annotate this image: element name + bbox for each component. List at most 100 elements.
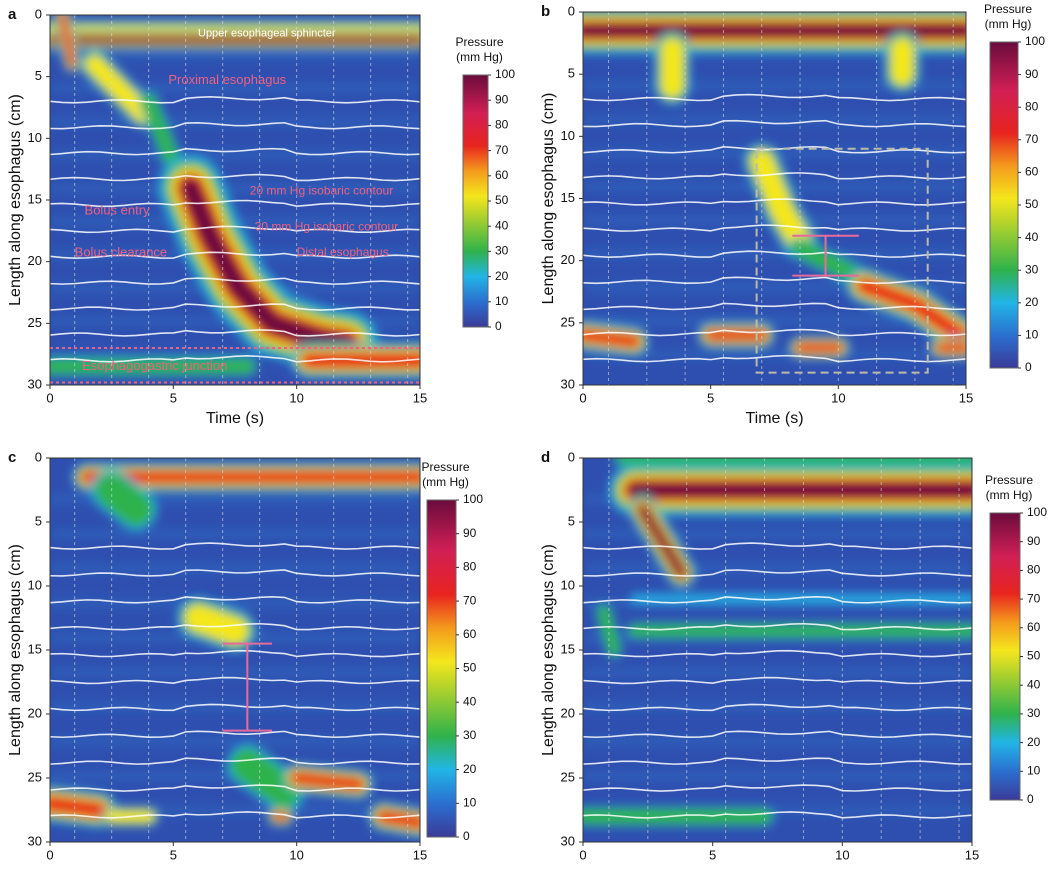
y-tick-label: 15: [561, 190, 575, 205]
colorbar-title: Pressure: [985, 473, 1033, 487]
colorbar-tick-label: 100: [1027, 505, 1047, 519]
sensor-trace: [583, 730, 972, 739]
colorbar-tick-label: 80: [1027, 563, 1041, 577]
sensor-trace: [583, 784, 972, 792]
colorbar: [989, 512, 1021, 801]
y-tick-label: 15: [561, 641, 575, 656]
colorbar-tick-label: 30: [463, 728, 477, 742]
colorbar-tick-label: 0: [463, 829, 470, 843]
colorbar: [462, 74, 489, 328]
sensor-trace: [50, 811, 420, 819]
colorbar-title: Pressure: [984, 2, 1032, 16]
colorbar-tick-label: 30: [1025, 262, 1039, 276]
colorbar-tick-label: 100: [1025, 34, 1045, 48]
colorbar-tick-label: 0: [1025, 360, 1032, 374]
colorbar-title: (mm Hg): [986, 488, 1033, 502]
heatmap-features: [50, 462, 420, 838]
y-tick-label: 25: [561, 769, 575, 784]
sensor-trace: [50, 649, 420, 658]
sensor-trace: [50, 355, 420, 363]
shade: [583, 116, 966, 123]
y-tick-label: 0: [35, 449, 42, 464]
shade: [50, 530, 420, 537]
y-tick-label: 5: [568, 513, 575, 528]
y-tick-label: 0: [35, 6, 42, 21]
shade: [583, 738, 972, 745]
colorbar-tick-label: 90: [1025, 67, 1039, 81]
y-tick-label: 0: [568, 449, 575, 464]
y-tick-label: 30: [28, 376, 42, 391]
y-tick-label: 10: [28, 577, 42, 592]
heatmap: [583, 458, 972, 842]
sensor-trace: [50, 251, 420, 260]
panel-label: d: [541, 449, 550, 466]
x-tick-label: 5: [709, 847, 716, 862]
sensor-trace: [50, 542, 420, 550]
colorbar-tick-label: 100: [463, 492, 483, 506]
shade: [50, 703, 420, 710]
x-tick-label: 15: [413, 390, 427, 405]
sensor-trace: [583, 569, 972, 577]
sensor-trace: [50, 596, 420, 604]
shade: [583, 772, 972, 779]
sensor-trace: [583, 676, 972, 685]
shade: [50, 52, 420, 58]
sensor-trace: [50, 225, 420, 234]
y-tick-label: 10: [561, 577, 575, 592]
x-tick-label: 0: [46, 847, 53, 862]
shade: [583, 250, 966, 257]
heatmap: [583, 12, 966, 385]
sensor-trace: [583, 172, 966, 180]
sensor-trace: [583, 622, 972, 631]
x-axis-label: Time (s): [206, 410, 264, 427]
annotation: Esophagogastric junction: [82, 358, 227, 373]
sensor-trace: [583, 811, 972, 819]
x-axis-label: Time (s): [745, 410, 803, 427]
heatmap: [50, 15, 420, 385]
x-tick-label: 0: [579, 390, 586, 405]
sensor-trace: [583, 703, 972, 712]
heatmap: [50, 458, 420, 842]
y-tick-label: 5: [35, 68, 42, 83]
sensor-trace: [50, 784, 420, 792]
colorbar-tick-label: 50: [463, 661, 477, 675]
colorbar-tick-label: 0: [495, 319, 502, 333]
x-tick-label: 10: [289, 390, 303, 405]
colorbar-tick-label: 20: [1025, 295, 1039, 309]
sensor-trace: [583, 198, 966, 206]
panel: c051015051015202530Time (s)Length along …: [7, 449, 483, 872]
pressure-region: [750, 149, 812, 254]
colorbar-tick-label: 40: [463, 694, 477, 708]
y-tick-label: 20: [28, 253, 42, 268]
shade: [50, 118, 420, 125]
colorbar: [989, 41, 1019, 369]
pressure-region: [184, 604, 249, 645]
sensor-trace: [583, 250, 966, 258]
panel-label: b: [541, 3, 550, 20]
colorbar-tick-label: 70: [463, 593, 477, 607]
shade: [50, 738, 420, 745]
shade: [50, 600, 420, 607]
panel-label: a: [8, 6, 17, 23]
y-tick-label: 25: [561, 314, 575, 329]
sensor-trace: [583, 302, 966, 311]
x-tick-label: 10: [835, 847, 849, 862]
y-tick-label: 20: [561, 705, 575, 720]
colorbar-tick-label: 40: [1027, 677, 1041, 691]
annotation: 20 mm Hg isobaric contour: [250, 184, 393, 198]
sensor-trace: [50, 329, 420, 337]
panel: d051015051015202530Time (s)Length along …: [540, 449, 1047, 872]
sensor-trace: [50, 622, 420, 631]
colorbar-tick-label: 80: [463, 560, 477, 574]
pressure-region: [230, 748, 302, 808]
pressure-region: [94, 472, 154, 527]
colorbar-title: (mm Hg): [422, 475, 469, 489]
x-tick-label: 15: [959, 390, 973, 405]
shade: [583, 703, 972, 710]
region-box: [755, 147, 929, 374]
pressure-region: [597, 604, 621, 657]
sensor-trace: [583, 93, 966, 102]
sensor-trace: [583, 224, 966, 232]
y-axis-label: Length along esophagus (cm): [540, 544, 557, 756]
